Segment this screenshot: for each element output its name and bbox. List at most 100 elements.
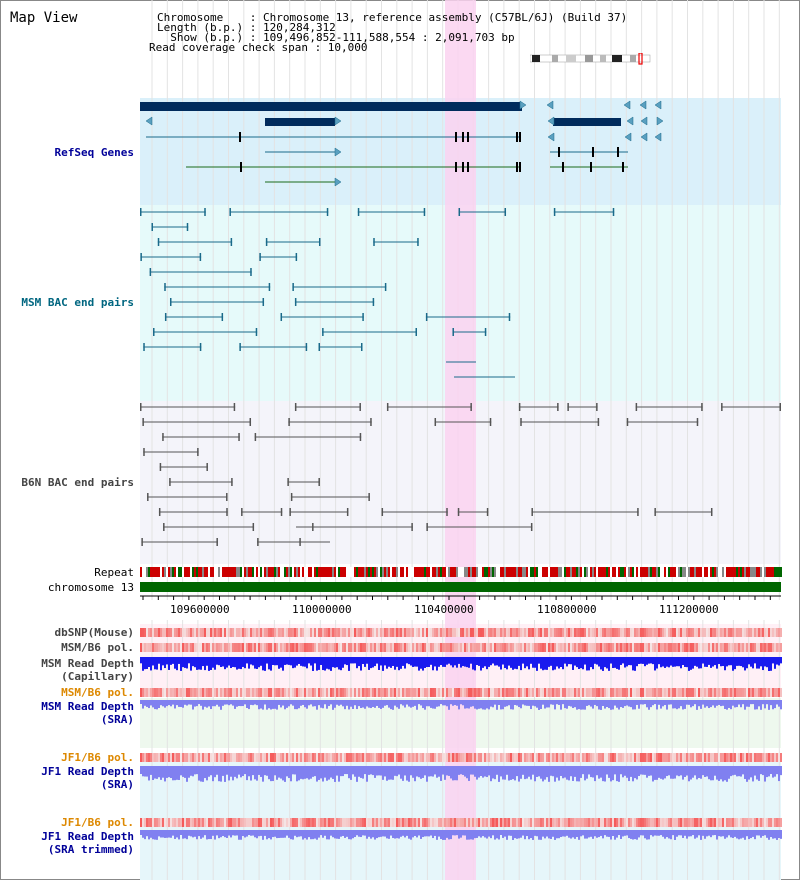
pol-heat-cell bbox=[316, 753, 318, 762]
depth-bar bbox=[296, 700, 298, 710]
track-label-line: MSM Read Depth bbox=[41, 657, 134, 670]
depth-bar bbox=[274, 700, 276, 709]
depth-bar bbox=[498, 657, 500, 667]
depth-bar bbox=[636, 700, 638, 705]
pol-heat-cell bbox=[524, 818, 526, 827]
pol-heat-cell bbox=[630, 643, 632, 652]
depth-bar bbox=[374, 766, 376, 778]
pol-heat-cell bbox=[706, 753, 708, 762]
pol-heat-cell bbox=[736, 688, 738, 697]
repeat-element bbox=[434, 567, 436, 577]
depth-bar bbox=[278, 766, 280, 778]
depth-bar bbox=[598, 830, 600, 838]
depth-bar bbox=[234, 700, 236, 709]
depth-bar bbox=[212, 766, 214, 782]
pol-heat-cell bbox=[714, 818, 716, 827]
depth-bar bbox=[314, 830, 316, 839]
repeat-element bbox=[278, 567, 280, 577]
pol-heat-cell bbox=[178, 688, 180, 697]
pol-heat-cell bbox=[160, 628, 162, 637]
pol-heat-cell bbox=[152, 753, 154, 762]
bac-end bbox=[252, 523, 255, 531]
pol-heat-cell bbox=[426, 753, 428, 762]
depth-bar bbox=[528, 657, 530, 670]
depth-bar bbox=[270, 766, 272, 782]
depth-bar bbox=[654, 657, 656, 671]
depth-bar bbox=[636, 657, 638, 667]
pol-heat-cell bbox=[266, 628, 268, 637]
pol-heat-cell bbox=[766, 818, 768, 827]
depth-bar bbox=[708, 700, 710, 709]
depth-bar bbox=[176, 766, 178, 780]
pol-heat-cell bbox=[160, 688, 162, 697]
strand-arrow bbox=[145, 116, 153, 126]
pol-heat-cell bbox=[508, 688, 510, 697]
depth-bar bbox=[724, 766, 726, 781]
gene-bar bbox=[265, 118, 335, 126]
repeat-element bbox=[344, 567, 346, 577]
pol-heat-cell bbox=[436, 753, 438, 762]
pol-heat-cell bbox=[288, 688, 290, 697]
pol-heat-cell bbox=[242, 688, 244, 697]
pol-heat-cell bbox=[534, 643, 536, 652]
pol-heat-cell bbox=[726, 628, 728, 637]
pol-heat-cell bbox=[386, 753, 388, 762]
depth-bar bbox=[458, 700, 460, 710]
depth-bar bbox=[150, 830, 152, 838]
depth-bar bbox=[200, 700, 202, 706]
repeat-element bbox=[146, 567, 148, 577]
pol-heat-cell bbox=[732, 643, 734, 652]
pol-heat-cell bbox=[240, 688, 242, 697]
pol-heat-cell bbox=[540, 818, 542, 827]
repeat-element bbox=[778, 567, 780, 577]
pol-heat-cell bbox=[160, 643, 162, 652]
pol-heat-cell bbox=[170, 753, 172, 762]
depth-bar bbox=[234, 657, 236, 668]
depth-bar bbox=[534, 830, 536, 836]
exon bbox=[558, 147, 560, 157]
depth-bar bbox=[732, 657, 734, 671]
pol-heat-cell bbox=[282, 628, 284, 637]
depth-bar bbox=[624, 700, 626, 707]
pol-heat-cell bbox=[648, 753, 650, 762]
pol-heat-cell bbox=[354, 818, 356, 827]
depth-bar bbox=[762, 657, 764, 671]
pol-heat-cell bbox=[388, 818, 390, 827]
pol-heat-cell bbox=[234, 628, 236, 637]
pol-heat-cell bbox=[368, 643, 370, 652]
pol-heat-cell bbox=[594, 628, 596, 637]
depth-bar bbox=[460, 766, 462, 775]
chromosome-info: Chromosome : Chromosome 13, reference as… bbox=[157, 11, 628, 24]
pol-heat-cell bbox=[250, 688, 252, 697]
pol-heat-cell bbox=[586, 628, 588, 637]
depth-bar bbox=[180, 766, 182, 776]
pol-heat-cell bbox=[234, 688, 236, 697]
depth-bar bbox=[298, 766, 300, 781]
depth-bar bbox=[586, 657, 588, 671]
pol-heat-cell bbox=[554, 628, 556, 637]
depth-bar bbox=[578, 766, 580, 782]
pol-heat-cell bbox=[374, 688, 376, 697]
pol-heat-cell bbox=[564, 753, 566, 762]
chromosome-ideogram[interactable] bbox=[530, 53, 655, 65]
depth-bar bbox=[614, 830, 616, 840]
pol-heat-cell bbox=[400, 628, 402, 637]
pol-heat-cell bbox=[192, 753, 194, 762]
pol-heat-cell bbox=[708, 628, 710, 637]
pol-heat-cell bbox=[616, 643, 618, 652]
depth-bar bbox=[504, 766, 506, 780]
repeat-element bbox=[188, 567, 190, 577]
pol-heat-cell bbox=[728, 818, 730, 827]
pol-heat-cell bbox=[530, 818, 532, 827]
pol-heat-cell bbox=[746, 818, 748, 827]
depth-bar bbox=[154, 657, 156, 670]
repeat-element bbox=[718, 567, 720, 577]
pol-heat-cell bbox=[460, 628, 462, 637]
depth-bar bbox=[374, 700, 376, 708]
depth-bar bbox=[258, 657, 260, 668]
depth-bar bbox=[452, 700, 454, 706]
depth-bar bbox=[208, 830, 210, 840]
depth-bar bbox=[682, 657, 684, 666]
pol-heat-cell bbox=[380, 818, 382, 827]
